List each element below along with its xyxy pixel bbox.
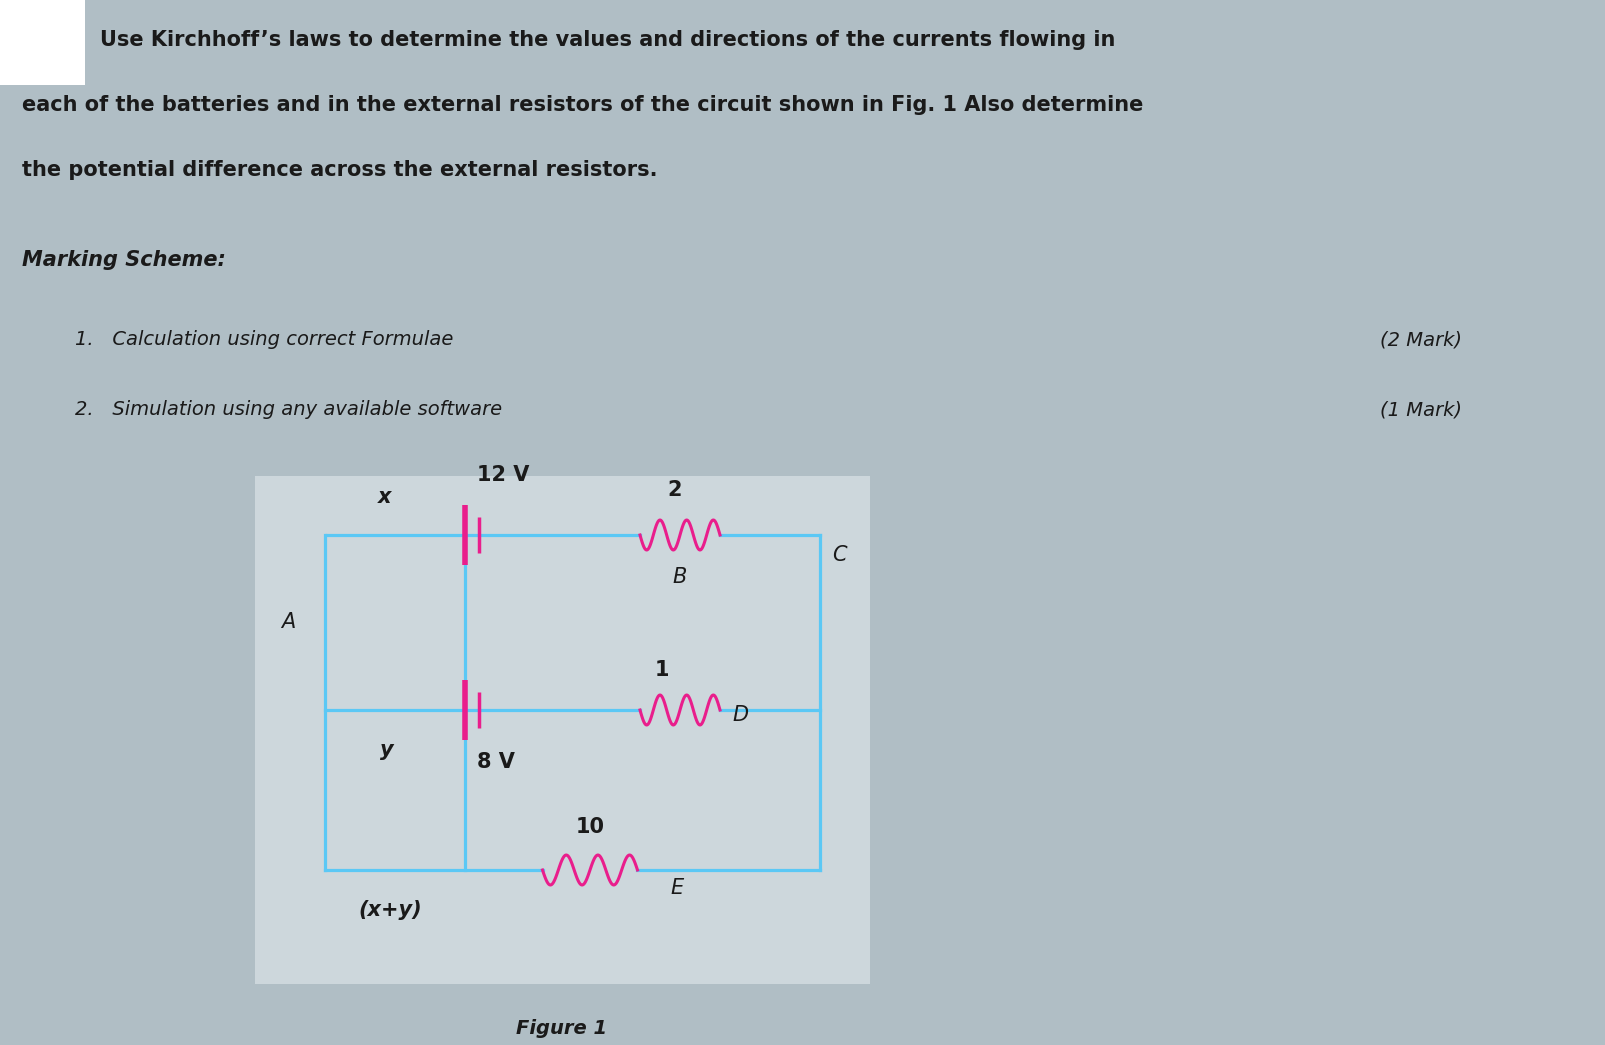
Text: each of the batteries and in the external resistors of the circuit shown in Fig.: each of the batteries and in the externa… xyxy=(22,95,1143,115)
Text: B: B xyxy=(672,567,687,587)
Text: Marking Scheme:: Marking Scheme: xyxy=(22,250,226,270)
Text: E: E xyxy=(669,878,684,898)
Text: Use Kirchhoff’s laws to determine the values and directions of the currents flow: Use Kirchhoff’s laws to determine the va… xyxy=(100,30,1115,50)
Bar xyxy=(255,477,870,984)
Text: (2 Mark): (2 Mark) xyxy=(1380,330,1462,349)
Text: C: C xyxy=(831,545,846,565)
Text: A: A xyxy=(281,612,295,632)
Text: 8 V: 8 V xyxy=(477,752,515,772)
Text: the potential difference across the external resistors.: the potential difference across the exte… xyxy=(22,160,658,180)
Text: (1 Mark): (1 Mark) xyxy=(1380,400,1462,419)
Text: 2: 2 xyxy=(668,480,682,500)
Text: (x+y): (x+y) xyxy=(358,900,422,920)
Text: D: D xyxy=(732,705,748,725)
Text: 12 V: 12 V xyxy=(477,465,530,485)
Text: x: x xyxy=(379,487,392,507)
Text: 2.   Simulation using any available software: 2. Simulation using any available softwa… xyxy=(75,400,502,419)
Text: 10: 10 xyxy=(576,817,605,837)
Text: y: y xyxy=(380,740,393,760)
Text: Figure 1: Figure 1 xyxy=(517,1019,608,1038)
Text: 1: 1 xyxy=(655,660,669,680)
Bar xyxy=(0,0,85,85)
Text: 1.   Calculation using correct Formulae: 1. Calculation using correct Formulae xyxy=(75,330,453,349)
